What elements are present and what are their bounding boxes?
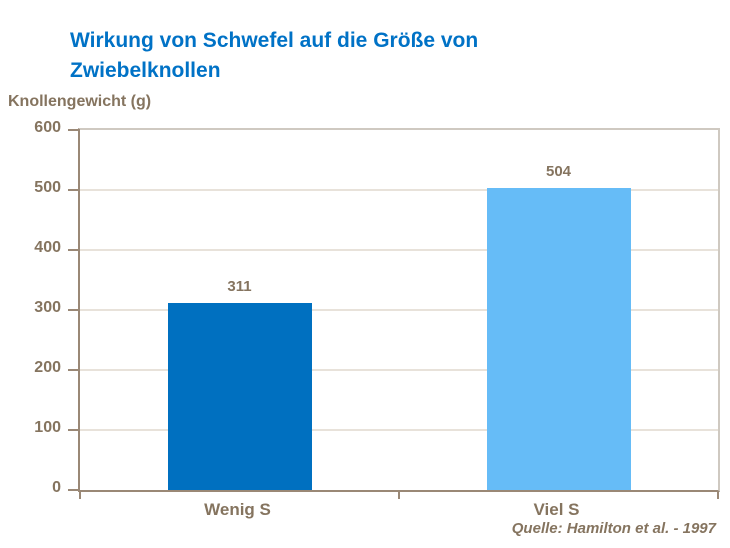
y-tick-label: 100: [34, 419, 61, 436]
x-category-label: Wenig S: [204, 500, 271, 519]
y-axis-tick: [68, 309, 80, 311]
bar: [167, 303, 312, 490]
y-axis-tick: [68, 129, 80, 131]
bar: [486, 187, 631, 490]
chart-title-line2: Zwiebelknollen: [70, 59, 221, 82]
y-tick-label: 600: [34, 119, 61, 136]
y-tick-label: 0: [52, 479, 61, 496]
y-tick-label: 400: [34, 239, 61, 256]
y-tick-label: 500: [34, 179, 61, 196]
x-axis-tick: [717, 492, 719, 499]
bar-value-label: 504: [545, 162, 572, 180]
y-tick-label: 300: [34, 299, 61, 316]
gridline: [80, 189, 718, 191]
plot-area: 311 504: [68, 128, 720, 499]
gridline: [80, 369, 718, 371]
x-axis-tick: [398, 492, 400, 499]
x-category-label: Viel S: [533, 500, 580, 519]
gridline: [80, 249, 718, 251]
x-axis-labels: Wenig S Viel S: [78, 500, 716, 522]
y-axis-tick: [68, 429, 80, 431]
chart-title: Wirkung von Schwefel auf die Größe von Z…: [70, 26, 630, 86]
gridline: [80, 309, 718, 311]
gridline: [80, 429, 718, 431]
y-axis-tick: [68, 489, 80, 491]
y-axis-tick: [68, 369, 80, 371]
y-axis-labels: 0 100 200 300 400 500 600: [0, 120, 61, 496]
y-axis-title: Knollengewicht (g): [8, 93, 152, 110]
source-credit: Quelle: Hamilton et al. - 1997: [511, 520, 716, 537]
y-tick-label: 200: [34, 359, 61, 376]
chart-title-line1: Wirkung von Schwefel auf die Größe von: [70, 29, 479, 52]
y-axis-tick: [68, 189, 80, 191]
x-axis-tick: [79, 492, 81, 499]
y-axis-tick: [68, 249, 80, 251]
bar-value-label: 311: [227, 278, 252, 296]
